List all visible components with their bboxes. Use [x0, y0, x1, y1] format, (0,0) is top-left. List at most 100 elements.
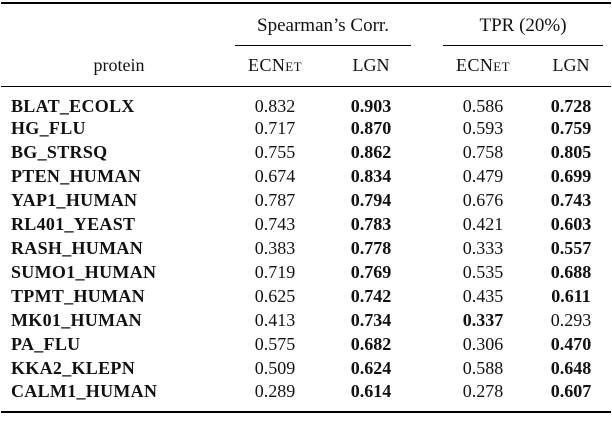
column-gap [419, 141, 435, 165]
value-cell: 0.479 [462, 166, 504, 186]
column-gap [419, 86, 435, 117]
value-cell: 0.862 [350, 142, 392, 162]
value-cell: 0.674 [254, 166, 296, 186]
sub-header-row: protein ECNet LGN ECNet LGN [1, 46, 612, 87]
value-cell: 0.575 [254, 334, 296, 354]
tpr-rule-line [443, 44, 604, 46]
table-row: PA_FLU 0.575 0.682 0.306 0.470 [1, 333, 611, 357]
value-cell: 0.535 [462, 262, 504, 282]
protein-name: CALM1_HUMAN [1, 380, 227, 413]
value-cell: 0.306 [462, 334, 504, 354]
value-cell: 0.557 [550, 238, 592, 258]
value-cell: 0.870 [350, 118, 392, 138]
group-label-spearman: Spearman’s Corr. [257, 14, 389, 36]
table-row: PTEN_HUMAN 0.674 0.834 0.479 0.699 [1, 165, 611, 189]
value-cell: 0.607 [531, 380, 612, 413]
spearman-rule-line [235, 44, 411, 46]
value-cell: 0.413 [254, 310, 296, 330]
value-cell: 0.676 [462, 190, 504, 210]
protein-name: TPMT_HUMAN [11, 286, 145, 306]
value-cell: 0.614 [323, 380, 419, 413]
column-gap [419, 2, 435, 46]
value-cell: 0.337 [462, 310, 504, 330]
col-header-ecnet-spearman: ECNet [227, 46, 323, 87]
col-header-ecnet-tpr: ECNet [435, 46, 531, 87]
value-cell: 0.624 [350, 358, 392, 378]
value-cell: 0.293 [550, 310, 592, 330]
value-cell: 0.834 [350, 166, 392, 186]
results-table: Spearman’s Corr. TPR (20%) protein ECNet… [1, 2, 612, 413]
column-gap [419, 46, 435, 87]
protein-name: BLAT_ECOLX [11, 95, 135, 116]
group-header-row: Spearman’s Corr. TPR (20%) [1, 2, 612, 46]
table-row: SUMO1_HUMAN 0.719 0.769 0.535 0.688 [1, 261, 611, 285]
value-cell: 0.588 [462, 358, 504, 378]
empty-corner-cell [1, 2, 227, 46]
protein-name: BG_STRSQ [11, 142, 108, 162]
table-row: CALM1_HUMAN 0.289 0.614 0.278 0.607 [1, 380, 612, 413]
value-cell: 0.435 [462, 286, 504, 306]
value-cell: 0.688 [550, 262, 592, 282]
group-label-tpr: TPR (20%) [479, 14, 567, 36]
value-cell: 0.383 [254, 238, 296, 258]
protein-name: KKA2_KLEPN [11, 358, 136, 378]
value-cell: 0.648 [550, 358, 592, 378]
value-cell: 0.470 [550, 334, 592, 354]
protein-column-header: protein [1, 46, 227, 87]
table-header: Spearman’s Corr. TPR (20%) protein ECNet… [1, 2, 612, 87]
value-cell: 0.758 [462, 142, 504, 162]
value-cell: 0.794 [350, 190, 392, 210]
value-cell: 0.734 [350, 310, 392, 330]
table-row: KKA2_KLEPN 0.509 0.624 0.588 0.648 [1, 357, 611, 381]
protein-name: YAP1_HUMAN [11, 190, 138, 210]
value-cell: 0.421 [462, 214, 504, 234]
column-gap [419, 285, 435, 309]
table-row: BLAT_ECOLX 0.832 0.903 0.586 0.728 [1, 86, 611, 117]
table-row: RASH_HUMAN 0.383 0.778 0.333 0.557 [1, 237, 611, 261]
value-cell: 0.778 [350, 238, 392, 258]
protein-name: RL401_YEAST [11, 214, 136, 234]
value-cell: 0.333 [462, 238, 504, 258]
col-header-lgn-tpr: LGN [531, 46, 612, 87]
column-gap [419, 237, 435, 261]
value-cell: 0.717 [254, 118, 296, 138]
protein-name: HG_FLU [11, 118, 86, 138]
table-row: YAP1_HUMAN 0.787 0.794 0.676 0.743 [1, 189, 611, 213]
column-gap [419, 165, 435, 189]
value-cell: 0.699 [550, 166, 592, 186]
value-cell: 0.832 [254, 95, 296, 116]
value-cell: 0.611 [551, 286, 591, 306]
protein-name: PA_FLU [11, 334, 81, 354]
value-cell: 0.289 [227, 380, 323, 413]
value-cell: 0.625 [254, 286, 296, 306]
value-cell: 0.903 [350, 95, 392, 116]
value-cell: 0.805 [550, 142, 592, 162]
column-gap [419, 357, 435, 381]
table-row: MK01_HUMAN 0.413 0.734 0.337 0.293 [1, 309, 611, 333]
value-cell: 0.278 [435, 380, 531, 413]
value-cell: 0.755 [254, 142, 296, 162]
col-header-lgn-spearman: LGN [323, 46, 419, 87]
value-cell: 0.759 [550, 118, 592, 138]
value-cell: 0.728 [550, 95, 592, 116]
value-cell: 0.603 [550, 214, 592, 234]
table-row: RL401_YEAST 0.743 0.783 0.421 0.603 [1, 213, 611, 237]
protein-name: SUMO1_HUMAN [11, 262, 157, 282]
protein-name: MK01_HUMAN [11, 310, 142, 330]
column-gap [419, 213, 435, 237]
protein-name: RASH_HUMAN [11, 238, 143, 258]
value-cell: 0.769 [350, 262, 392, 282]
column-gap [419, 309, 435, 333]
value-cell: 0.787 [254, 190, 296, 210]
value-cell: 0.742 [350, 286, 392, 306]
column-gap [419, 333, 435, 357]
value-cell: 0.783 [350, 214, 392, 234]
table-row: TPMT_HUMAN 0.625 0.742 0.435 0.611 [1, 285, 611, 309]
value-cell: 0.509 [254, 358, 296, 378]
column-gap [419, 380, 435, 413]
table-row: HG_FLU 0.717 0.870 0.593 0.759 [1, 117, 611, 141]
column-gap [419, 261, 435, 285]
value-cell: 0.719 [254, 262, 296, 282]
group-header-tpr: TPR (20%) [435, 2, 612, 46]
